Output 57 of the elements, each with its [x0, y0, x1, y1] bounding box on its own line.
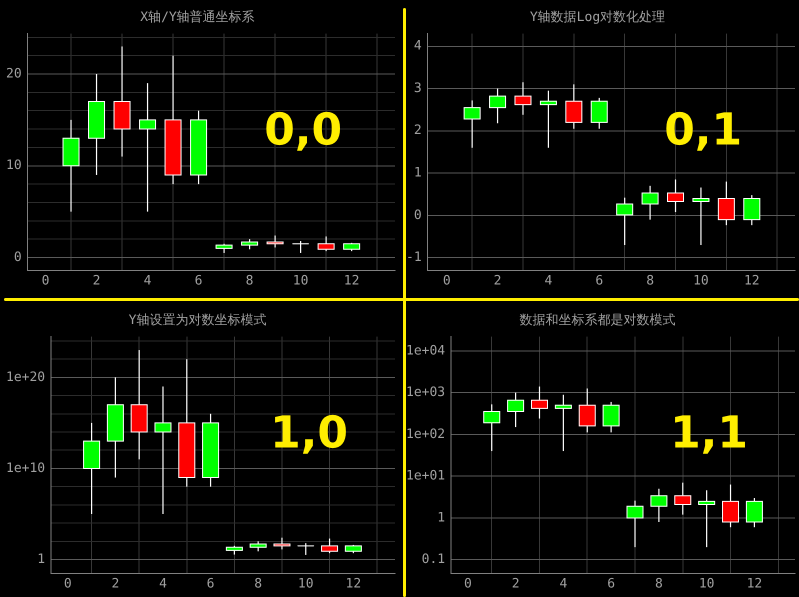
- y-tick-label: 2: [414, 123, 422, 138]
- x-tick-label: 6: [595, 274, 604, 289]
- x-tick-label: 10: [693, 274, 709, 289]
- candlestick: [530, 386, 548, 420]
- x-tick-label: 8: [254, 576, 262, 592]
- x-tick-label: 4: [559, 576, 568, 592]
- y-tick-label: 1: [414, 166, 422, 181]
- chart-title: Y轴数据Log对数化处理: [530, 10, 666, 26]
- x-tick-label: 0: [464, 576, 472, 592]
- chart-title: Y轴设置为对数坐标模式: [128, 313, 266, 328]
- x-tick-label: 2: [92, 274, 100, 289]
- x-tick-label: 10: [292, 274, 308, 289]
- y-tick-label: 1: [437, 510, 446, 526]
- y-tick-label: 1e+01: [406, 468, 446, 484]
- x-tick-label: 8: [246, 274, 254, 289]
- x-tick-label: 2: [111, 576, 120, 592]
- x-tick-label: 10: [698, 576, 714, 592]
- x-tick-label: 12: [746, 576, 762, 592]
- candlestick: [590, 97, 608, 130]
- annotation: 1,1: [670, 407, 748, 458]
- annotation: 0,1: [664, 104, 742, 156]
- x-tick-label: 4: [144, 274, 152, 289]
- x-tick-label: 8: [654, 576, 663, 592]
- y-tick-label: 1: [37, 552, 46, 567]
- chart-title: X轴/Y轴普通坐标系: [140, 9, 255, 26]
- chart-title: 数据和坐标系都是对数模式: [520, 313, 676, 328]
- x-tick-label: 10: [298, 576, 314, 592]
- x-tick-label: 2: [512, 576, 520, 592]
- x-tick-label: 12: [744, 274, 760, 289]
- y-tick-label: -1: [406, 250, 422, 266]
- x-tick-label: 4: [159, 576, 168, 592]
- y-tick-label: 20: [6, 66, 22, 82]
- y-tick-label: 10: [6, 158, 22, 174]
- x-tick-label: 0: [64, 576, 72, 592]
- candlestick: [626, 500, 644, 548]
- y-tick-label: 1e+20: [6, 370, 46, 385]
- x-tick-label: 6: [206, 576, 214, 592]
- candlestick: [578, 388, 596, 433]
- y-tick-label: 1e+10: [6, 460, 46, 476]
- y-tick-label: 1e+02: [406, 426, 446, 442]
- y-tick-label: 1e+04: [406, 343, 446, 358]
- y-tick-label: 0: [14, 250, 22, 265]
- x-tick-label: 12: [344, 274, 360, 289]
- annotation: 1,0: [270, 407, 348, 458]
- candlestick: [674, 482, 692, 516]
- y-tick-label: 1e+03: [406, 385, 446, 400]
- x-tick-label: 8: [646, 274, 654, 289]
- y-tick-label: 0.1: [422, 552, 446, 568]
- x-tick-label: 12: [346, 576, 362, 592]
- x-tick-label: 2: [494, 274, 502, 289]
- y-tick-label: 0: [414, 208, 422, 223]
- x-tick-label: 6: [194, 274, 202, 289]
- y-tick-label: 4: [414, 38, 422, 54]
- x-tick-label: 4: [544, 274, 552, 289]
- y-tick-label: 3: [414, 80, 422, 96]
- annotation: 0,0: [264, 104, 342, 156]
- x-tick-label: 6: [607, 576, 616, 592]
